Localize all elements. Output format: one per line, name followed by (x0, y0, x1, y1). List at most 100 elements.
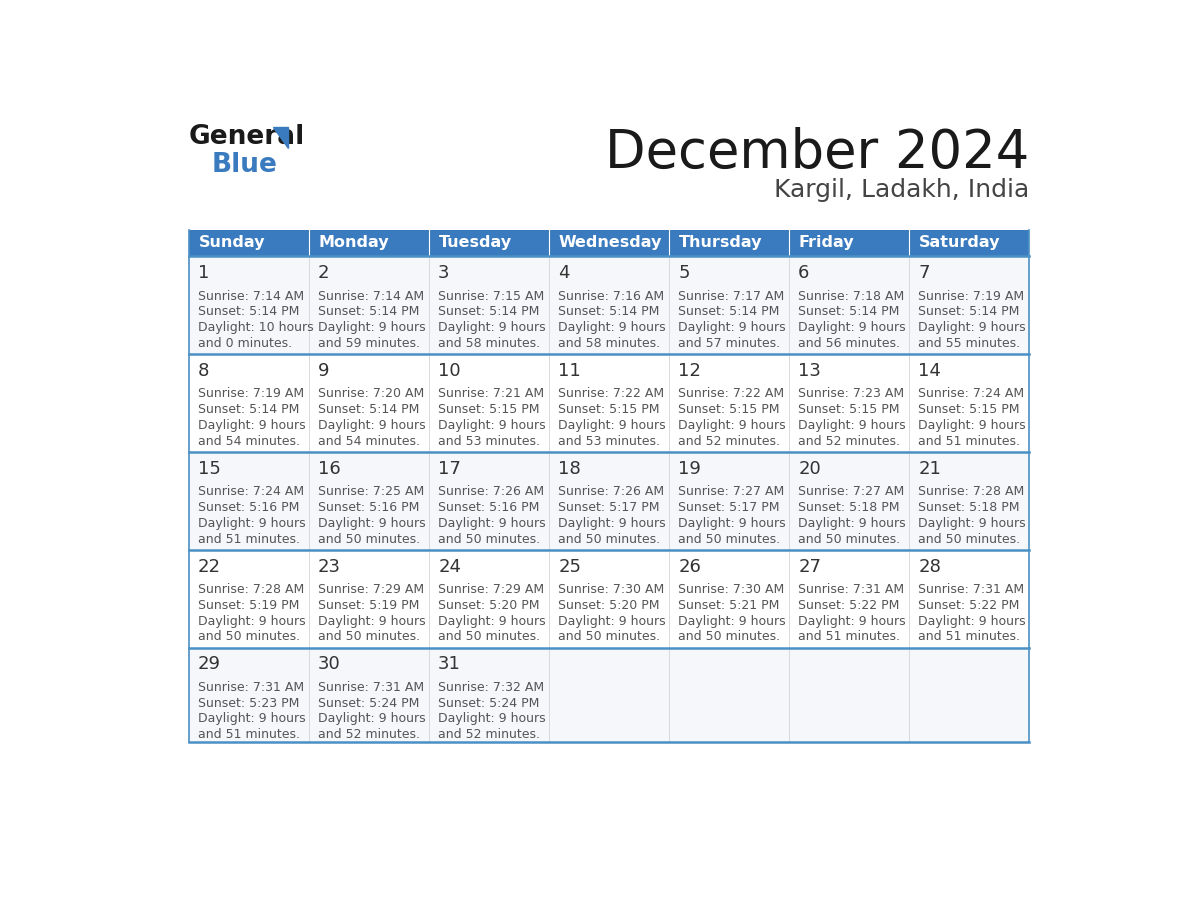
Text: Sunset: 5:22 PM: Sunset: 5:22 PM (798, 599, 899, 611)
Polygon shape (272, 127, 287, 148)
Text: Sunset: 5:15 PM: Sunset: 5:15 PM (798, 403, 899, 416)
Text: Daylight: 9 hours: Daylight: 9 hours (558, 614, 665, 628)
Bar (429, 256, 549, 354)
Bar (429, 230, 549, 256)
Text: Daylight: 9 hours: Daylight: 9 hours (678, 517, 785, 530)
Text: Sunrise: 7:29 AM: Sunrise: 7:29 AM (318, 583, 424, 596)
Bar (189, 230, 309, 256)
Bar (549, 452, 669, 550)
Text: Sunset: 5:20 PM: Sunset: 5:20 PM (438, 599, 539, 611)
Text: 26: 26 (678, 557, 701, 576)
Text: and 50 minutes.: and 50 minutes. (318, 631, 421, 644)
Text: Sunset: 5:23 PM: Sunset: 5:23 PM (198, 697, 299, 710)
Text: and 52 minutes.: and 52 minutes. (798, 435, 901, 448)
Text: December 2024: December 2024 (605, 127, 1029, 179)
Text: and 50 minutes.: and 50 minutes. (558, 631, 661, 644)
Bar (549, 550, 669, 647)
Bar (789, 550, 909, 647)
Text: and 54 minutes.: and 54 minutes. (318, 435, 421, 448)
Text: Sunrise: 7:27 AM: Sunrise: 7:27 AM (678, 485, 784, 498)
Text: 4: 4 (558, 264, 569, 282)
Bar (909, 550, 1029, 647)
Bar (549, 256, 669, 354)
Text: Daylight: 9 hours: Daylight: 9 hours (198, 419, 305, 432)
Bar (309, 647, 429, 742)
Text: Daylight: 9 hours: Daylight: 9 hours (678, 614, 785, 628)
Text: and 58 minutes.: and 58 minutes. (558, 337, 661, 350)
Bar (309, 256, 429, 354)
Text: Daylight: 10 hours: Daylight: 10 hours (198, 321, 314, 334)
Bar (669, 550, 789, 647)
Text: Daylight: 9 hours: Daylight: 9 hours (318, 517, 425, 530)
Bar (429, 354, 549, 452)
Text: 29: 29 (198, 655, 221, 673)
Text: and 50 minutes.: and 50 minutes. (198, 631, 301, 644)
Text: 3: 3 (438, 264, 449, 282)
Text: Sunset: 5:15 PM: Sunset: 5:15 PM (558, 403, 659, 416)
Text: 10: 10 (438, 362, 461, 380)
Text: 24: 24 (438, 557, 461, 576)
Bar (309, 230, 429, 256)
Text: and 51 minutes.: and 51 minutes. (198, 532, 301, 545)
Text: Sunrise: 7:23 AM: Sunrise: 7:23 AM (798, 387, 904, 400)
Text: Blue: Blue (211, 151, 278, 178)
Text: Sunrise: 7:18 AM: Sunrise: 7:18 AM (798, 289, 904, 303)
Text: 15: 15 (198, 460, 221, 477)
Bar (789, 256, 909, 354)
Text: and 54 minutes.: and 54 minutes. (198, 435, 301, 448)
Text: Sunset: 5:14 PM: Sunset: 5:14 PM (198, 306, 299, 319)
Text: Sunset: 5:19 PM: Sunset: 5:19 PM (318, 599, 419, 611)
Text: Sunset: 5:14 PM: Sunset: 5:14 PM (678, 306, 779, 319)
Text: Sunrise: 7:31 AM: Sunrise: 7:31 AM (318, 681, 424, 694)
Bar (789, 647, 909, 742)
Bar (549, 647, 669, 742)
Text: Tuesday: Tuesday (438, 236, 512, 251)
Text: Sunset: 5:24 PM: Sunset: 5:24 PM (318, 697, 419, 710)
Text: Sunrise: 7:21 AM: Sunrise: 7:21 AM (438, 387, 544, 400)
Text: and 50 minutes.: and 50 minutes. (318, 532, 421, 545)
Bar (909, 647, 1029, 742)
Text: Daylight: 9 hours: Daylight: 9 hours (318, 712, 425, 725)
Text: Kargil, Ladakh, India: Kargil, Ladakh, India (773, 178, 1029, 202)
Text: and 51 minutes.: and 51 minutes. (918, 631, 1020, 644)
Text: Daylight: 9 hours: Daylight: 9 hours (798, 517, 905, 530)
Text: and 50 minutes.: and 50 minutes. (798, 532, 901, 545)
Text: Daylight: 9 hours: Daylight: 9 hours (678, 419, 785, 432)
Text: General: General (189, 124, 305, 150)
Bar (909, 452, 1029, 550)
Text: and 52 minutes.: and 52 minutes. (678, 435, 781, 448)
Text: Sunset: 5:24 PM: Sunset: 5:24 PM (438, 697, 539, 710)
Text: Sunrise: 7:17 AM: Sunrise: 7:17 AM (678, 289, 784, 303)
Text: 11: 11 (558, 362, 581, 380)
Text: Sunrise: 7:22 AM: Sunrise: 7:22 AM (558, 387, 664, 400)
Text: Wednesday: Wednesday (558, 236, 662, 251)
Text: Sunset: 5:15 PM: Sunset: 5:15 PM (918, 403, 1019, 416)
Bar (789, 452, 909, 550)
Text: Sunrise: 7:24 AM: Sunrise: 7:24 AM (918, 387, 1024, 400)
Text: Sunrise: 7:19 AM: Sunrise: 7:19 AM (918, 289, 1024, 303)
Bar (669, 230, 789, 256)
Bar (309, 354, 429, 452)
Text: and 55 minutes.: and 55 minutes. (918, 337, 1020, 350)
Text: Sunset: 5:18 PM: Sunset: 5:18 PM (798, 501, 899, 514)
Text: Daylight: 9 hours: Daylight: 9 hours (198, 614, 305, 628)
Text: Sunset: 5:16 PM: Sunset: 5:16 PM (198, 501, 299, 514)
Text: Sunset: 5:21 PM: Sunset: 5:21 PM (678, 599, 779, 611)
Text: Sunrise: 7:28 AM: Sunrise: 7:28 AM (918, 485, 1024, 498)
Text: 1: 1 (198, 264, 209, 282)
Text: and 50 minutes.: and 50 minutes. (438, 532, 541, 545)
Text: Sunset: 5:19 PM: Sunset: 5:19 PM (198, 599, 299, 611)
Text: Sunrise: 7:31 AM: Sunrise: 7:31 AM (198, 681, 304, 694)
Bar (669, 256, 789, 354)
Bar (309, 452, 429, 550)
Text: Daylight: 9 hours: Daylight: 9 hours (918, 419, 1025, 432)
Text: Daylight: 9 hours: Daylight: 9 hours (558, 419, 665, 432)
Text: Sunrise: 7:22 AM: Sunrise: 7:22 AM (678, 387, 784, 400)
Text: Sunset: 5:14 PM: Sunset: 5:14 PM (918, 306, 1019, 319)
Text: and 52 minutes.: and 52 minutes. (438, 728, 541, 741)
Bar (429, 550, 549, 647)
Bar (669, 452, 789, 550)
Text: Thursday: Thursday (678, 236, 763, 251)
Text: and 51 minutes.: and 51 minutes. (918, 435, 1020, 448)
Text: Daylight: 9 hours: Daylight: 9 hours (798, 321, 905, 334)
